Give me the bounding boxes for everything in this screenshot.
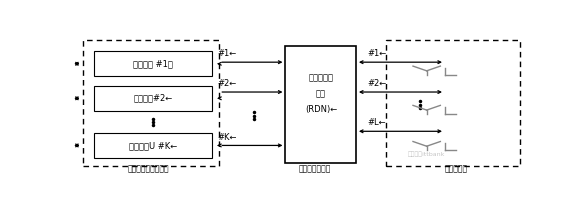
Text: 天线阵列，: 天线阵列， xyxy=(445,164,468,173)
Bar xyxy=(94,51,212,76)
Text: #2←: #2← xyxy=(368,79,387,88)
Bar xyxy=(386,40,520,166)
Text: #K←: #K← xyxy=(217,133,236,142)
Bar xyxy=(82,40,219,166)
Bar xyxy=(285,47,356,163)
Text: 微信号：ittbank: 微信号：ittbank xyxy=(408,151,445,157)
Text: (RDN)←: (RDN)← xyxy=(305,105,337,114)
Text: #2←: #2← xyxy=(217,79,236,88)
Bar xyxy=(94,86,212,111)
Text: #L←: #L← xyxy=(368,118,386,127)
Bar xyxy=(94,133,212,158)
Text: 射频分配网络，: 射频分配网络， xyxy=(299,164,331,173)
Text: 收发单元#2←: 收发单元#2← xyxy=(133,94,173,103)
Text: #1←: #1← xyxy=(368,49,387,58)
Text: 收发单元 #1，: 收发单元 #1， xyxy=(133,59,173,68)
Text: #1←: #1← xyxy=(217,49,236,58)
Text: 射频收发单元阵列，: 射频收发单元阵列， xyxy=(128,164,169,173)
Text: 络，: 络， xyxy=(316,89,326,98)
Text: 射频分配网: 射频分配网 xyxy=(309,73,333,82)
Text: 收发单元U #K←: 收发单元U #K← xyxy=(129,141,178,150)
